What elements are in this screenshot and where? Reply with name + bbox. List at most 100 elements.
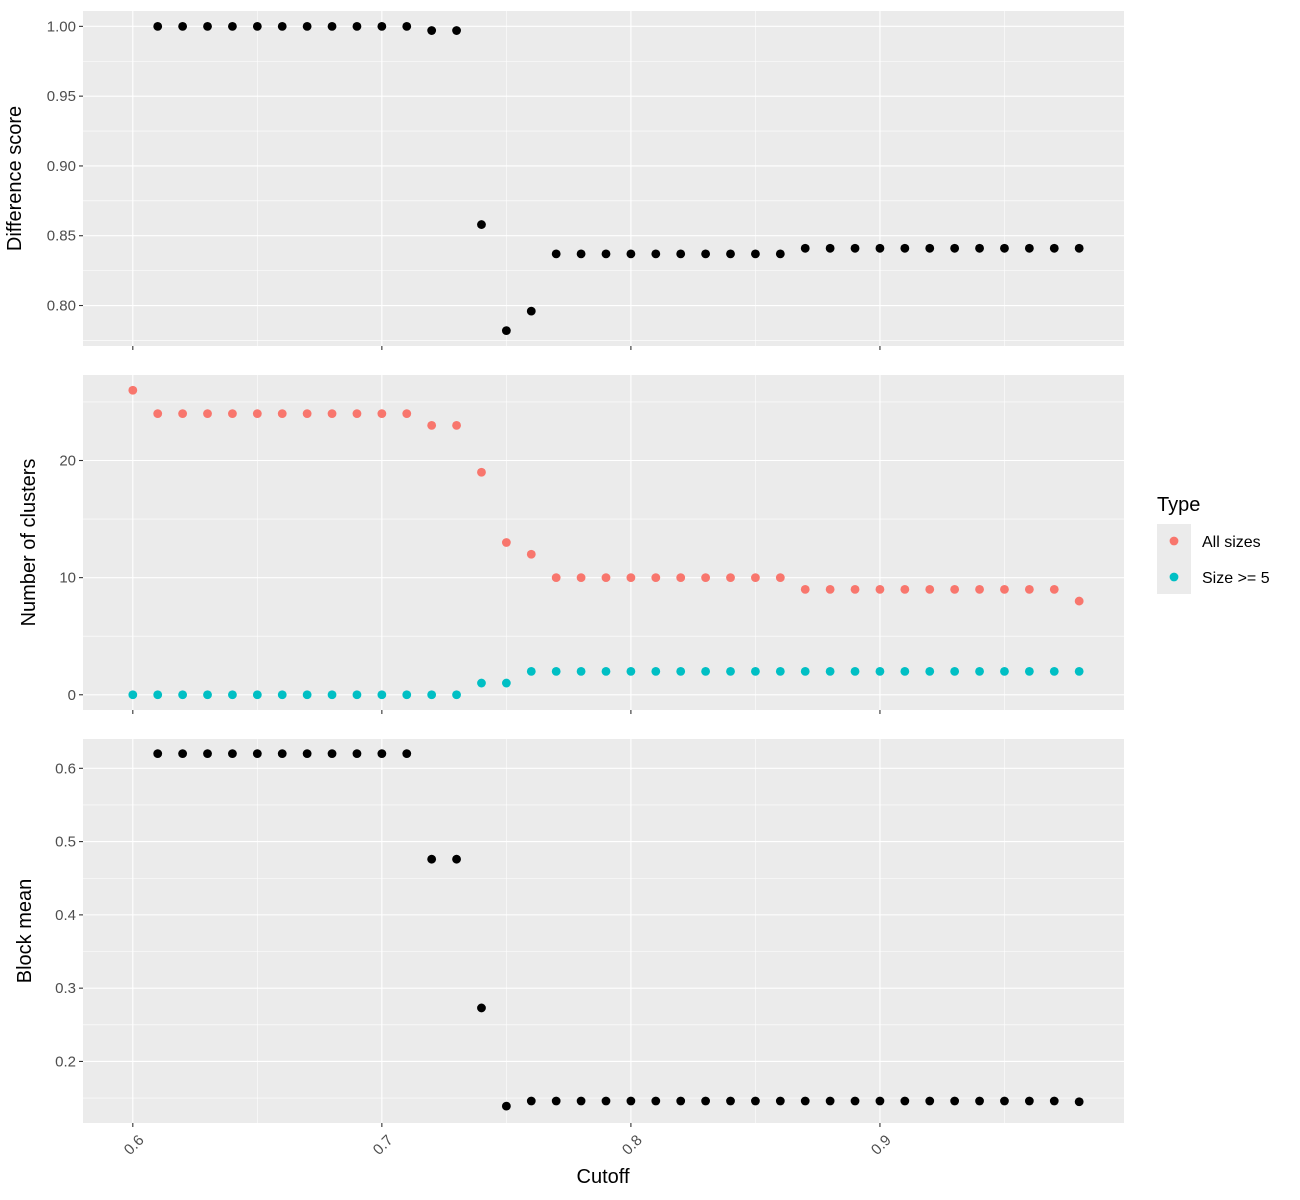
data-point: [377, 409, 387, 419]
data-point: [726, 1096, 735, 1106]
legend: Type All sizes Size >= 5: [1157, 494, 1270, 594]
x-tick-label: 0.6: [121, 1132, 148, 1159]
data-point: [751, 1096, 760, 1106]
data-point: [800, 584, 810, 594]
series-1: [153, 21, 1084, 336]
data-point: [651, 1096, 661, 1106]
data-point: [825, 584, 835, 594]
data-point: [228, 21, 237, 31]
data-point: [850, 666, 860, 676]
data-point: [252, 690, 262, 700]
x-tick-labels: 0.6 0.7 0.8 0.9: [121, 1132, 895, 1159]
data-point: [1074, 596, 1084, 606]
data-point: [427, 854, 437, 864]
data-point: [900, 666, 910, 676]
data-point: [651, 666, 661, 676]
legend-label: Size >= 5: [1202, 570, 1270, 587]
data-point: [178, 749, 188, 759]
series-2: [128, 666, 1084, 700]
data-point: [178, 690, 188, 700]
data-point: [427, 26, 437, 35]
y-tick-label: 1.00: [47, 18, 76, 35]
data-point: [427, 420, 437, 430]
x-axis-title: Cutoff: [577, 1166, 630, 1188]
data-point: [252, 749, 262, 759]
data-point: [377, 21, 387, 31]
data-point: [825, 1096, 835, 1106]
data-point: [850, 1096, 860, 1106]
data-point: [128, 385, 138, 395]
data-point: [701, 249, 711, 259]
data-point: [601, 1096, 611, 1106]
series-1: [128, 385, 1084, 606]
data-point: [277, 409, 287, 419]
data-point: [228, 749, 237, 759]
data-point: [576, 249, 586, 259]
data-point: [501, 1101, 511, 1111]
data-point: [477, 1003, 486, 1013]
data-point: [751, 249, 760, 259]
y-tick-label: 0.4: [55, 907, 76, 924]
data-point: [950, 666, 960, 676]
data-point: [1000, 666, 1009, 676]
data-point: [950, 1096, 960, 1106]
data-point: [576, 666, 586, 676]
data-point: [153, 749, 163, 759]
data-point: [352, 21, 362, 31]
data-point: [452, 854, 461, 864]
data-point: [277, 21, 287, 31]
y-tick-label: 0.3: [55, 980, 76, 997]
data-point: [1049, 666, 1059, 676]
data-point: [701, 666, 711, 676]
y-tick-label: 0.6: [55, 760, 76, 777]
data-point: [925, 243, 935, 253]
x-tick-label: 0.9: [868, 1132, 895, 1159]
y-tick-label: 10: [59, 570, 76, 587]
data-point: [203, 690, 212, 700]
data-point: [327, 21, 337, 31]
data-point: [800, 666, 810, 676]
data-point: [850, 584, 860, 594]
data-point: [1000, 1096, 1009, 1106]
data-point: [501, 678, 511, 688]
y-axis-title: Number of clusters: [18, 459, 40, 627]
legend-key-background: [1157, 524, 1191, 594]
data-point: [501, 326, 511, 336]
data-point: [551, 1096, 561, 1106]
data-point: [526, 666, 536, 676]
legend-label: All sizes: [1202, 534, 1261, 551]
data-point: [775, 666, 785, 676]
data-point: [178, 21, 188, 31]
data-point: [1024, 584, 1034, 594]
data-point: [128, 690, 138, 700]
data-point: [875, 584, 885, 594]
legend-key: [1169, 572, 1179, 582]
data-point: [975, 1096, 984, 1106]
data-point: [676, 1096, 686, 1106]
data-point: [800, 1096, 810, 1106]
data-point: [900, 243, 910, 253]
data-point: [377, 690, 387, 700]
data-point: [477, 467, 486, 477]
data-point: [825, 666, 835, 676]
data-point: [900, 1096, 910, 1106]
data-point: [1049, 584, 1059, 594]
data-point: [402, 690, 412, 700]
data-point: [252, 21, 262, 31]
data-point: [701, 1096, 711, 1106]
data-point: [676, 249, 686, 259]
data-point: [751, 666, 760, 676]
data-point: [203, 409, 212, 419]
data-point: [352, 749, 362, 759]
data-point: [228, 409, 237, 419]
data-point: [925, 666, 935, 676]
data-point: [975, 243, 984, 253]
data-point: [203, 749, 212, 759]
series-1: [153, 749, 1084, 1111]
legend-items: All sizes Size >= 5: [1157, 524, 1270, 594]
data-point: [526, 1096, 536, 1106]
y-tick-label: 0.5: [55, 834, 76, 851]
data-point: [1024, 1096, 1034, 1106]
data-point: [178, 409, 188, 419]
